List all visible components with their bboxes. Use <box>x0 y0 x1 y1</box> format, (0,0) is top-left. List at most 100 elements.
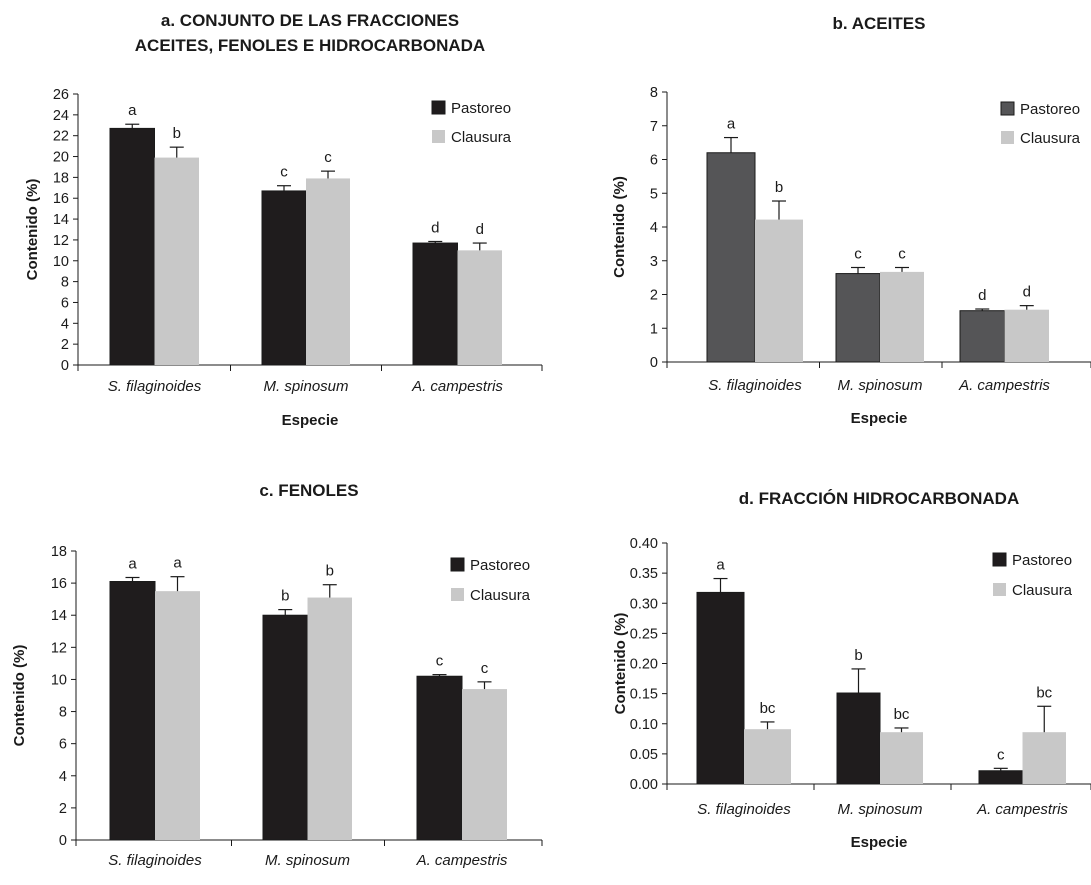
y-tick-label: 16 <box>53 191 69 207</box>
y-tick-label: 16 <box>51 576 67 592</box>
bar <box>155 591 200 840</box>
bar <box>261 190 307 366</box>
chart-d-svg: d. FRACCIÓN HIDROCARBONADA 0.00 0.05 0.10 0.… <box>612 489 1091 851</box>
significance-label: d <box>1023 284 1031 301</box>
significance-label: b <box>281 588 289 605</box>
chart-title: d. FRACCIÓN HIDROCARBONADA <box>739 489 1019 508</box>
y-axis-title: Contenido (%) <box>24 179 41 281</box>
chart-title: ACEITES, FENOLES E HIDROCARBONADA <box>135 36 485 55</box>
bar <box>109 127 155 366</box>
legend-swatch <box>450 557 465 572</box>
bar <box>835 273 881 363</box>
significance-label: d <box>431 219 439 236</box>
chart-title: a. CONJUNTO DE LAS FRACCIONES <box>161 11 459 30</box>
chart-b-svg: b. ACEITES 0 1 2 3 4 5 6 7 8 a b S. filaginoides c c M.… <box>611 14 1091 427</box>
y-tick-label: 0.15 <box>630 687 658 703</box>
y-tick-label: 6 <box>61 295 69 311</box>
significance-label: c <box>324 149 332 166</box>
bar <box>706 152 756 363</box>
bar <box>880 732 923 784</box>
bar <box>1004 309 1049 362</box>
y-tick-label: 10 <box>53 254 69 270</box>
legend-swatch <box>993 583 1006 596</box>
significance-label: a <box>128 102 137 119</box>
y-tick-label: 4 <box>650 220 658 236</box>
bar <box>307 597 352 840</box>
legend-label: Clausura <box>1012 582 1073 599</box>
x-category-label: S. filaginoides <box>108 378 202 395</box>
x-category-label: S. filaginoides <box>108 852 202 869</box>
legend-label: Clausura <box>1020 130 1081 147</box>
bar <box>880 271 924 362</box>
y-tick-label: 20 <box>53 150 69 166</box>
legend-label: Pastoreo <box>1012 552 1072 569</box>
significance-label: b <box>775 179 783 196</box>
bar <box>755 219 803 362</box>
chart-panel-d: d. FRACCIÓN HIDROCARBONADA 0.00 0.05 0.10 0.… <box>545 440 1091 885</box>
chart-title: b. ACEITES <box>833 14 926 33</box>
y-tick-label: 22 <box>53 129 69 145</box>
y-tick-label: 0 <box>650 355 658 371</box>
chart-a-svg: a. CONJUNTO DE LAS FRACCIONES ACEITES, FE… <box>24 11 543 429</box>
x-category-label: M. spinosum <box>265 852 350 869</box>
chart-panel-c: c. FENOLES 0 2 4 6 8 10 12 14 16 18 a a S. filaginoid… <box>0 440 545 885</box>
significance-label: c <box>898 246 906 263</box>
y-tick-label: 14 <box>53 212 69 228</box>
y-tick-label: 8 <box>650 85 658 101</box>
x-axis-title: Especie <box>851 834 908 851</box>
y-tick-label: 0.05 <box>630 747 658 763</box>
y-tick-label: 2 <box>59 801 67 817</box>
y-tick-label: 3 <box>650 254 658 270</box>
y-tick-label: 12 <box>53 233 69 249</box>
legend-swatch <box>451 588 464 601</box>
y-axis-title: Contenido (%) <box>11 645 28 747</box>
legend-swatch <box>1000 101 1015 116</box>
y-tick-label: 8 <box>61 275 69 291</box>
y-tick-label: 26 <box>53 87 69 103</box>
x-category-label: M. spinosum <box>263 378 348 395</box>
x-category-label: M. spinosum <box>837 377 922 394</box>
bar <box>306 178 350 365</box>
y-tick-label: 18 <box>53 170 69 186</box>
bar <box>1022 732 1066 784</box>
y-tick-label: 0 <box>61 358 69 374</box>
significance-label: b <box>173 125 181 142</box>
y-tick-label: 8 <box>59 705 67 721</box>
significance-label: d <box>978 287 986 304</box>
y-tick-label: 0.30 <box>630 596 658 612</box>
significance-label: a <box>716 557 725 574</box>
y-tick-label: 4 <box>59 769 67 785</box>
y-tick-label: 0 <box>59 833 67 849</box>
legend-swatch <box>1001 131 1014 144</box>
y-tick-label: 0.35 <box>630 566 658 582</box>
x-category-label: S. filaginoides <box>708 377 802 394</box>
y-tick-label: 24 <box>53 108 69 124</box>
legend-swatch <box>432 130 445 143</box>
bar <box>109 581 156 841</box>
bar <box>978 770 1023 785</box>
x-category-label: M. spinosum <box>837 801 922 818</box>
x-category-label: A. campestris <box>958 377 1050 394</box>
significance-label: d <box>476 221 484 238</box>
significance-label: a <box>128 555 137 572</box>
x-category-label: S. filaginoides <box>697 801 791 818</box>
bar <box>412 242 458 366</box>
y-tick-label: 6 <box>650 153 658 169</box>
legend-swatch <box>992 552 1007 567</box>
y-tick-label: 0.00 <box>630 777 658 793</box>
y-tick-label: 0.25 <box>630 626 658 642</box>
bar <box>836 692 881 785</box>
significance-label: b <box>326 563 334 580</box>
significance-label: a <box>173 555 182 572</box>
x-category-label: A. campestris <box>416 852 508 869</box>
bar <box>744 729 791 784</box>
y-tick-label: 2 <box>61 337 69 353</box>
significance-label: bc <box>760 700 776 717</box>
y-tick-label: 0.20 <box>630 657 658 673</box>
x-axis-title: Especie <box>282 412 339 429</box>
y-tick-label: 6 <box>59 737 67 753</box>
bar <box>696 591 745 785</box>
chart-panel-a: a. CONJUNTO DE LAS FRACCIONES ACEITES, FE… <box>0 0 545 445</box>
y-axis-title: Contenido (%) <box>611 176 628 278</box>
bar <box>416 675 463 841</box>
